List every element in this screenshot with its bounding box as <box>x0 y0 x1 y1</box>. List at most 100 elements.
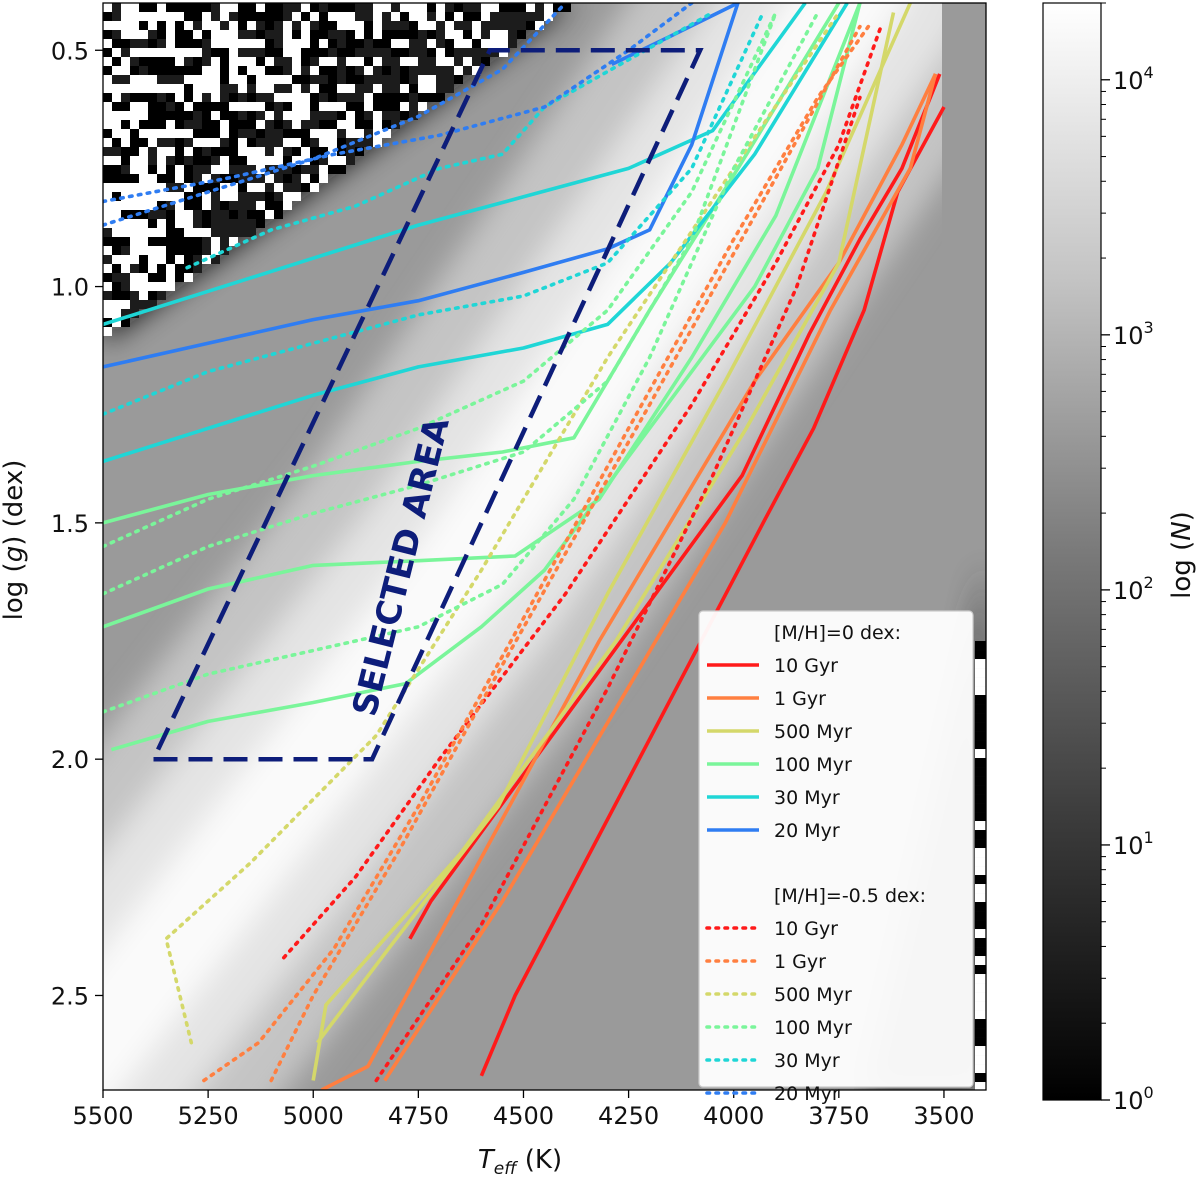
heatmap-pixel <box>975 1055 986 1065</box>
heatmap-pixel <box>166 39 175 48</box>
heatmap-pixel <box>975 641 986 651</box>
heatmap-pixel <box>175 48 184 57</box>
heatmap-pixel <box>301 39 310 48</box>
heatmap-pixel <box>103 66 112 75</box>
heatmap-pixel <box>328 84 337 93</box>
heatmap-pixel <box>319 57 328 66</box>
heatmap-pixel <box>202 129 211 138</box>
heatmap-pixel <box>310 93 319 102</box>
heatmap-pixel <box>409 3 418 12</box>
heatmap-pixel <box>373 102 382 111</box>
heatmap-pixel <box>247 201 256 210</box>
heatmap-pixel <box>975 938 986 948</box>
heatmap-pixel <box>112 282 121 291</box>
heatmap-pixel <box>202 66 211 75</box>
heatmap-pixel <box>265 129 274 138</box>
heatmap-pixel <box>157 156 166 165</box>
heatmap-pixel <box>229 147 238 156</box>
heatmap-pixel <box>103 237 112 246</box>
heatmap-pixel <box>274 75 283 84</box>
heatmap-pixel <box>328 111 337 120</box>
heatmap-pixel <box>481 39 490 48</box>
heatmap-pixel <box>202 21 211 30</box>
heatmap-pixel <box>274 183 283 192</box>
heatmap-pixel <box>184 111 193 120</box>
heatmap-pixel <box>319 129 328 138</box>
heatmap-pixel <box>202 84 211 93</box>
heatmap-pixel <box>211 39 220 48</box>
heatmap-pixel <box>238 228 247 237</box>
heatmap-pixel <box>292 147 301 156</box>
heatmap-pixel <box>211 192 220 201</box>
heatmap-pixel <box>247 12 256 21</box>
heatmap-pixel <box>400 12 409 21</box>
heatmap-pixel <box>256 3 265 12</box>
heatmap-pixel <box>346 102 355 111</box>
heatmap-pixel <box>238 147 247 156</box>
heatmap-pixel <box>418 102 427 111</box>
heatmap-pixel <box>103 183 112 192</box>
heatmap-pixel <box>373 21 382 30</box>
heatmap-pixel <box>229 30 238 39</box>
heatmap-pixel <box>409 111 418 120</box>
heatmap-pixel <box>148 21 157 30</box>
heatmap-pixel <box>256 12 265 21</box>
heatmap-pixel <box>292 66 301 75</box>
heatmap-pixel <box>400 21 409 30</box>
heatmap-pixel <box>139 48 148 57</box>
heatmap-pixel <box>166 282 175 291</box>
heatmap-pixel <box>220 93 229 102</box>
heatmap-pixel <box>175 201 184 210</box>
heatmap-pixel <box>121 228 130 237</box>
heatmap-pixel <box>346 57 355 66</box>
heatmap-pixel <box>436 84 445 93</box>
heatmap-pixel <box>310 138 319 147</box>
heatmap-pixel <box>229 48 238 57</box>
heatmap-pixel <box>274 66 283 75</box>
heatmap-pixel <box>238 111 247 120</box>
heatmap-pixel <box>274 39 283 48</box>
heatmap-pixel <box>436 57 445 66</box>
heatmap-pixel <box>202 165 211 174</box>
heatmap-pixel <box>166 111 175 120</box>
heatmap-pixel <box>103 30 112 39</box>
heatmap-pixel <box>148 201 157 210</box>
heatmap-pixel <box>463 48 472 57</box>
heatmap-pixel <box>121 255 130 264</box>
heatmap-pixel <box>157 174 166 183</box>
heatmap-pixel <box>265 156 274 165</box>
heatmap-pixel <box>157 291 166 300</box>
heatmap-pixel <box>184 210 193 219</box>
heatmap-pixel <box>319 21 328 30</box>
heatmap-pixel <box>148 57 157 66</box>
heatmap-pixel <box>364 120 373 129</box>
heatmap-pixel <box>157 219 166 228</box>
heatmap-pixel <box>355 12 364 21</box>
heatmap-pixel <box>148 102 157 111</box>
heatmap-pixel <box>193 102 202 111</box>
heatmap-pixel <box>175 3 184 12</box>
isochrone-line <box>202 24 871 1083</box>
heatmap-pixel <box>265 210 274 219</box>
heatmap-pixel <box>166 147 175 156</box>
heatmap-pixel <box>319 84 328 93</box>
heatmap-pixel <box>139 21 148 30</box>
heatmap-pixel <box>130 165 139 174</box>
isochrone-line <box>320 73 938 1090</box>
heatmap-pixel <box>184 156 193 165</box>
heatmap-pixel <box>157 138 166 147</box>
heatmap-pixel <box>103 246 112 255</box>
heatmap-pixel <box>139 174 148 183</box>
isochrone-line <box>611 3 739 67</box>
heatmap-pixel <box>328 21 337 30</box>
heatmap-pixel <box>211 183 220 192</box>
heatmap-pixel <box>130 192 139 201</box>
heatmap-pixel <box>256 93 265 102</box>
heatmap-pixel <box>175 30 184 39</box>
heatmap-pixel <box>184 66 193 75</box>
heatmap-pixel <box>211 165 220 174</box>
heatmap-pixel <box>256 192 265 201</box>
heatmap-pixel <box>148 111 157 120</box>
heatmap-pixel <box>310 12 319 21</box>
